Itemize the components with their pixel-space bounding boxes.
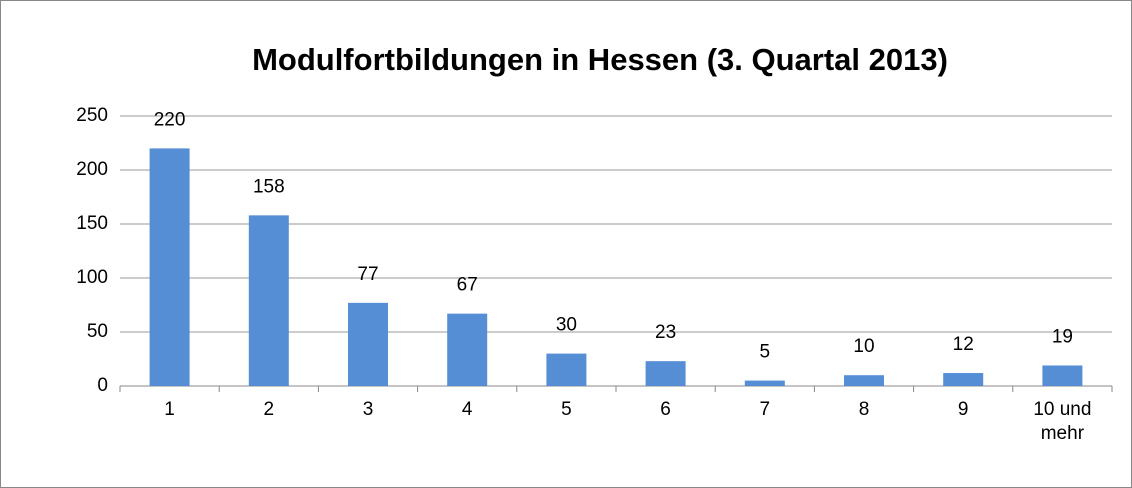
bar [1042, 365, 1083, 386]
bar [248, 215, 289, 386]
x-tick-label: 10 und mehr [1033, 399, 1092, 444]
x-tick-label: 6 [660, 399, 671, 420]
x-tick-label: 3 [362, 399, 374, 420]
chart-title: Modulfortbildungen in Hessen (3. Quartal… [252, 42, 948, 77]
bar [943, 373, 984, 386]
bar [447, 313, 488, 386]
x-tick-label: 1 [164, 399, 175, 420]
x-tick-label-box: 7 [759, 399, 771, 420]
data-label: 5 [760, 342, 771, 363]
bar [844, 375, 884, 386]
y-tick-label: 50 [87, 321, 108, 342]
data-label: 23 [655, 322, 676, 343]
y-tick-label: 200 [76, 159, 108, 180]
x-tick-label-box: 3 [362, 399, 374, 420]
y-tick-label: 0 [97, 375, 108, 396]
x-tick-label: 2 [263, 399, 275, 420]
y-tick-label: 150 [76, 213, 108, 234]
x-tick-label: 5 [561, 399, 572, 420]
data-label: 19 [1052, 326, 1073, 347]
bar [149, 148, 190, 386]
bar [348, 302, 388, 386]
x-tick-label-box: 5 [561, 399, 572, 420]
data-label: 67 [457, 275, 478, 296]
data-label: 12 [953, 334, 974, 355]
x-tick-label: 4 [461, 399, 473, 420]
x-tick-label-box: 1 [164, 399, 175, 420]
y-tick-label: 250 [76, 105, 108, 126]
x-tick-label-box: 9 [957, 399, 969, 420]
data-label: 77 [357, 264, 378, 285]
x-tick-label: 8 [858, 399, 870, 420]
bar [744, 380, 785, 386]
x-tick-label: 9 [957, 399, 969, 420]
x-tick-label-box: 4 [461, 399, 473, 420]
x-tick-label-box: 8 [858, 399, 870, 420]
x-tick-label: 7 [759, 399, 771, 420]
data-label: 220 [154, 109, 186, 130]
x-tick-label-box: 10 und mehr [1033, 399, 1092, 444]
x-tick-label-box: 6 [660, 399, 671, 420]
data-label: 30 [556, 315, 577, 336]
bar [645, 361, 686, 386]
bar [546, 353, 587, 386]
y-tick-label: 100 [76, 267, 108, 288]
x-tick-label-box: 2 [263, 399, 275, 420]
data-label: 10 [853, 336, 874, 357]
data-label: 158 [253, 176, 285, 197]
